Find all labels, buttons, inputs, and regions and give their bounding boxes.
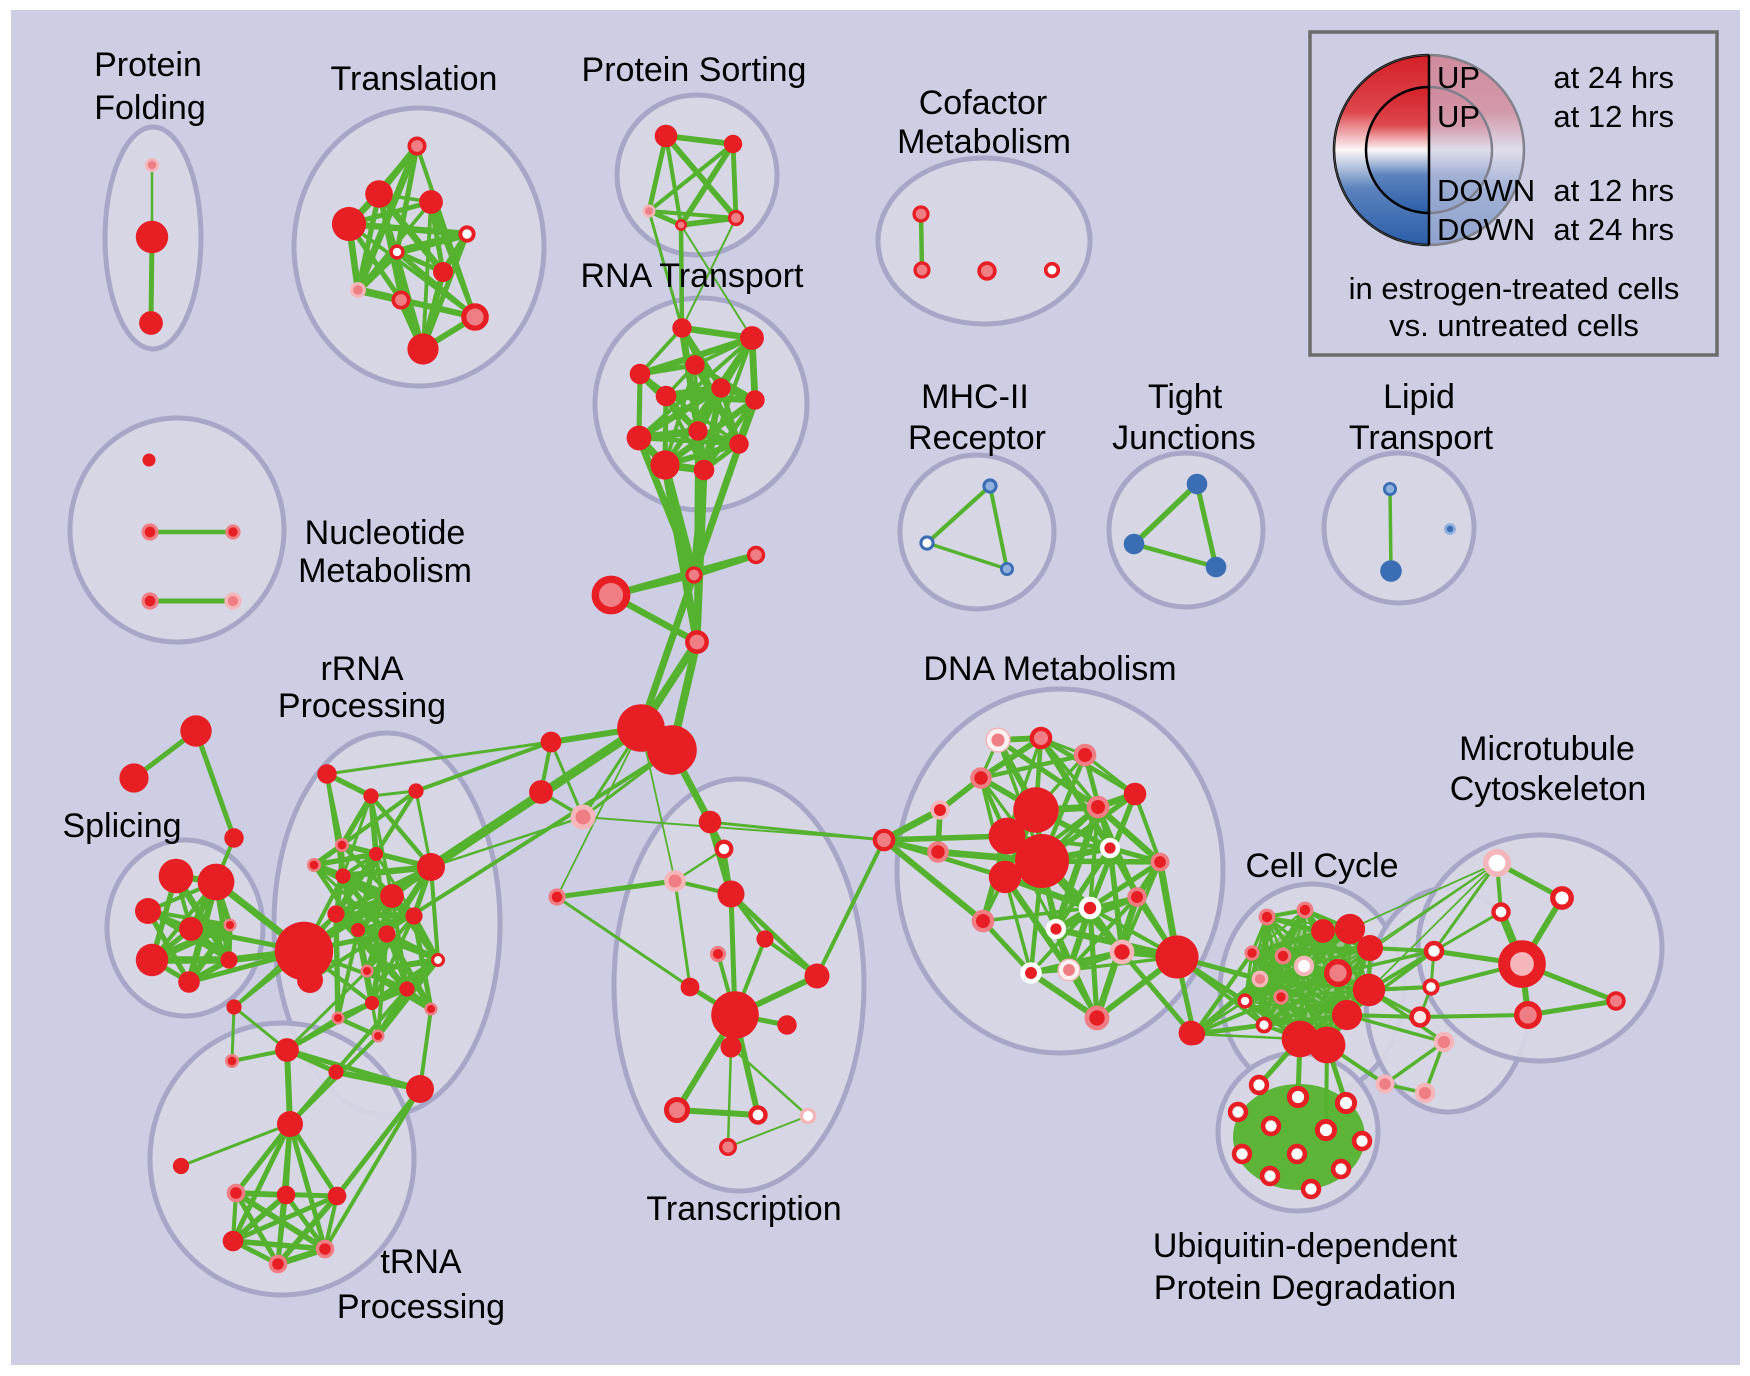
svg-text:Splicing: Splicing xyxy=(62,807,181,845)
svg-text:Processing: Processing xyxy=(278,687,446,725)
svg-text:UP: UP xyxy=(1437,60,1480,95)
svg-text:Transport: Transport xyxy=(1349,419,1494,457)
svg-text:Cell Cycle: Cell Cycle xyxy=(1245,847,1398,885)
svg-text:vs. untreated cells: vs. untreated cells xyxy=(1389,308,1639,343)
svg-text:Processing: Processing xyxy=(337,1288,505,1326)
svg-text:Receptor: Receptor xyxy=(908,419,1046,457)
svg-text:Tight: Tight xyxy=(1148,378,1223,416)
svg-text:Folding: Folding xyxy=(94,89,206,127)
svg-text:at 12 hrs: at 12 hrs xyxy=(1553,173,1674,208)
svg-text:MHC-II: MHC-II xyxy=(921,378,1029,416)
svg-text:Protein: Protein xyxy=(94,46,202,84)
svg-text:Cofactor: Cofactor xyxy=(919,84,1048,122)
svg-text:UP: UP xyxy=(1437,99,1480,134)
svg-text:at 12 hrs: at 12 hrs xyxy=(1553,99,1674,134)
svg-text:DOWN: DOWN xyxy=(1437,173,1535,208)
svg-text:DOWN: DOWN xyxy=(1437,212,1535,247)
svg-text:Protein Sorting: Protein Sorting xyxy=(582,51,807,89)
svg-text:Translation: Translation xyxy=(331,60,498,98)
svg-text:Nucleotide: Nucleotide xyxy=(305,514,466,552)
svg-text:RNA Transport: RNA Transport xyxy=(581,257,805,295)
svg-text:in estrogen-treated cells: in estrogen-treated cells xyxy=(1349,271,1680,306)
svg-text:at 24 hrs: at 24 hrs xyxy=(1553,60,1674,95)
svg-text:Transcription: Transcription xyxy=(646,1190,841,1228)
svg-text:Ubiquitin-dependent: Ubiquitin-dependent xyxy=(1153,1227,1458,1265)
svg-text:Junctions: Junctions xyxy=(1112,419,1256,457)
svg-text:Cytoskeleton: Cytoskeleton xyxy=(1450,770,1647,808)
svg-text:at 24 hrs: at 24 hrs xyxy=(1553,212,1674,247)
svg-text:Microtubule: Microtubule xyxy=(1459,730,1635,768)
svg-text:Metabolism: Metabolism xyxy=(897,123,1071,161)
svg-text:rRNA: rRNA xyxy=(320,650,403,688)
svg-text:Lipid: Lipid xyxy=(1383,378,1455,416)
svg-text:tRNA: tRNA xyxy=(380,1243,462,1281)
svg-text:Protein Degradation: Protein Degradation xyxy=(1154,1269,1456,1307)
svg-text:Metabolism: Metabolism xyxy=(298,552,472,590)
svg-text:DNA Metabolism: DNA Metabolism xyxy=(923,650,1176,688)
